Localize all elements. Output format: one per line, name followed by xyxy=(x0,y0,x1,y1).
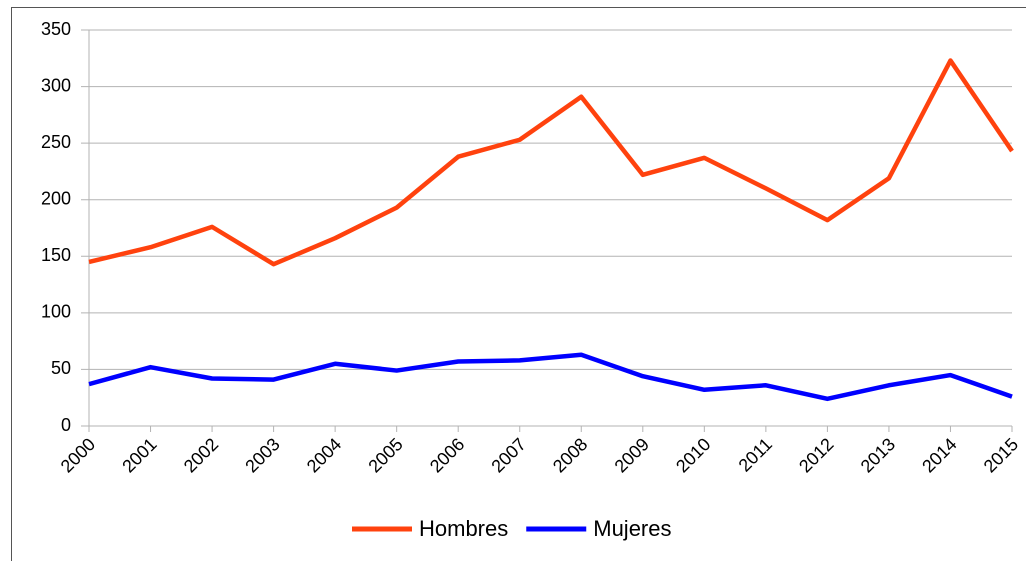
x-tick-label: 2002 xyxy=(180,434,222,476)
x-tick-label: 2004 xyxy=(303,434,345,476)
x-tick-label: 2008 xyxy=(549,434,591,476)
frame xyxy=(11,7,1026,561)
x-tick-label: 2015 xyxy=(980,434,1022,476)
legend-label: Mujeres xyxy=(593,516,671,541)
x-tick-label: 2013 xyxy=(857,434,899,476)
y-tick-label: 300 xyxy=(41,75,71,95)
y-tick-label: 250 xyxy=(41,132,71,152)
x-tick-label: 2005 xyxy=(364,434,406,476)
y-tick-label: 0 xyxy=(61,415,71,435)
x-tick-label: 2000 xyxy=(57,434,99,476)
y-tick-label: 50 xyxy=(51,358,71,378)
y-tick-label: 150 xyxy=(41,245,71,265)
y-tick-label: 200 xyxy=(41,188,71,208)
x-tick-label: 2009 xyxy=(611,434,653,476)
y-tick-label: 350 xyxy=(41,19,71,39)
x-tick-label: 2001 xyxy=(118,434,160,476)
x-tick-label: 2011 xyxy=(735,434,777,476)
x-tick-label: 2007 xyxy=(487,434,529,476)
line xyxy=(88,352,1013,402)
line xyxy=(88,58,1014,267)
x-tick-label: 2012 xyxy=(795,434,837,476)
x-tick-label: 2003 xyxy=(241,434,283,476)
x-tick-label: 2006 xyxy=(426,434,468,476)
x-tick-label: 2014 xyxy=(918,434,960,476)
y-tick-label: 100 xyxy=(41,302,71,322)
x-tick-label: 2010 xyxy=(672,434,714,476)
legend-label: Hombres xyxy=(419,516,508,541)
